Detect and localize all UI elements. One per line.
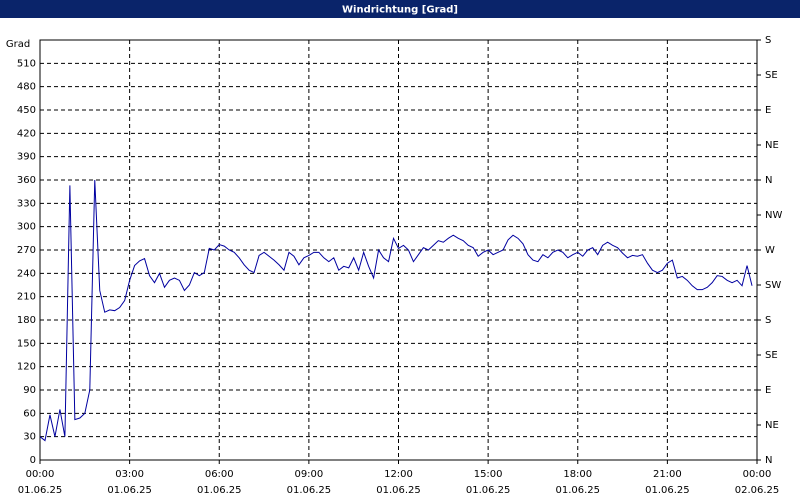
x-tick-label: 01.06.25 bbox=[287, 485, 332, 496]
x-tick-label: 01.06.25 bbox=[466, 485, 511, 496]
x-tick-label: 00:00 bbox=[26, 469, 55, 480]
y-tick-label: 240 bbox=[17, 268, 36, 279]
y2-tick-label: NW bbox=[765, 210, 782, 221]
y2-tick-label: SW bbox=[765, 280, 781, 291]
y-tick-label: 300 bbox=[17, 222, 36, 233]
y-tick-label: 60 bbox=[23, 408, 36, 419]
x-tick-label: 18:00 bbox=[563, 469, 592, 480]
x-tick-label: 01.06.25 bbox=[197, 485, 242, 496]
title-bar bbox=[0, 0, 800, 18]
y-axis-label: Grad bbox=[6, 39, 30, 50]
data-line bbox=[39, 179, 753, 442]
y2-tick-label: E bbox=[765, 385, 771, 396]
y2-tick-label: NE bbox=[765, 140, 779, 151]
y-tick-label: 270 bbox=[17, 245, 36, 256]
x-tick-label: 01.06.25 bbox=[18, 485, 63, 496]
y2-tick-label: N bbox=[765, 175, 772, 186]
y-tick-label: 360 bbox=[17, 175, 36, 186]
y-tick-label: 90 bbox=[23, 385, 36, 396]
y-tick-label: 390 bbox=[17, 152, 36, 163]
chart-title: Windrichtung [Grad] bbox=[342, 5, 458, 16]
y-tick-label: 120 bbox=[17, 362, 36, 373]
x-tick-label: 03:00 bbox=[115, 469, 144, 480]
y-tick-label: 150 bbox=[17, 338, 36, 349]
x-tick-label: 02.06.25 bbox=[735, 485, 780, 496]
y-tick-label: 480 bbox=[17, 82, 36, 93]
y-tick-label: 450 bbox=[17, 105, 36, 116]
x-tick-label: 01.06.25 bbox=[645, 485, 690, 496]
y2-tick-label: S bbox=[765, 35, 771, 46]
x-tick-label: 01.06.25 bbox=[107, 485, 152, 496]
y2-tick-label: SE bbox=[765, 70, 778, 81]
y-tick-label: 420 bbox=[17, 128, 36, 139]
y2-tick-label: W bbox=[765, 245, 775, 256]
y-tick-label: 330 bbox=[17, 198, 36, 209]
x-tick-label: 12:00 bbox=[384, 469, 413, 480]
x-tick-label: 09:00 bbox=[294, 469, 323, 480]
x-tick-label: 21:00 bbox=[653, 469, 682, 480]
x-tick-label: 15:00 bbox=[474, 469, 503, 480]
y-tick-label: 510 bbox=[17, 58, 36, 69]
y-tick-label: 180 bbox=[17, 315, 36, 326]
x-tick-label: 06:00 bbox=[205, 469, 234, 480]
y-tick-label: 210 bbox=[17, 292, 36, 303]
y2-tick-label: SE bbox=[765, 350, 778, 361]
x-tick-label: 01.06.25 bbox=[376, 485, 421, 496]
y2-tick-label: S bbox=[765, 315, 771, 326]
y2-tick-label: NE bbox=[765, 420, 779, 431]
x-tick-label: 00:00 bbox=[743, 469, 772, 480]
x-tick-label: 01.06.25 bbox=[555, 485, 600, 496]
y-tick-label: 0 bbox=[30, 455, 36, 466]
y-tick-label: 30 bbox=[23, 432, 36, 443]
y2-tick-label: N bbox=[765, 455, 772, 466]
y2-tick-label: E bbox=[765, 105, 771, 116]
plot-frame bbox=[39, 39, 758, 461]
